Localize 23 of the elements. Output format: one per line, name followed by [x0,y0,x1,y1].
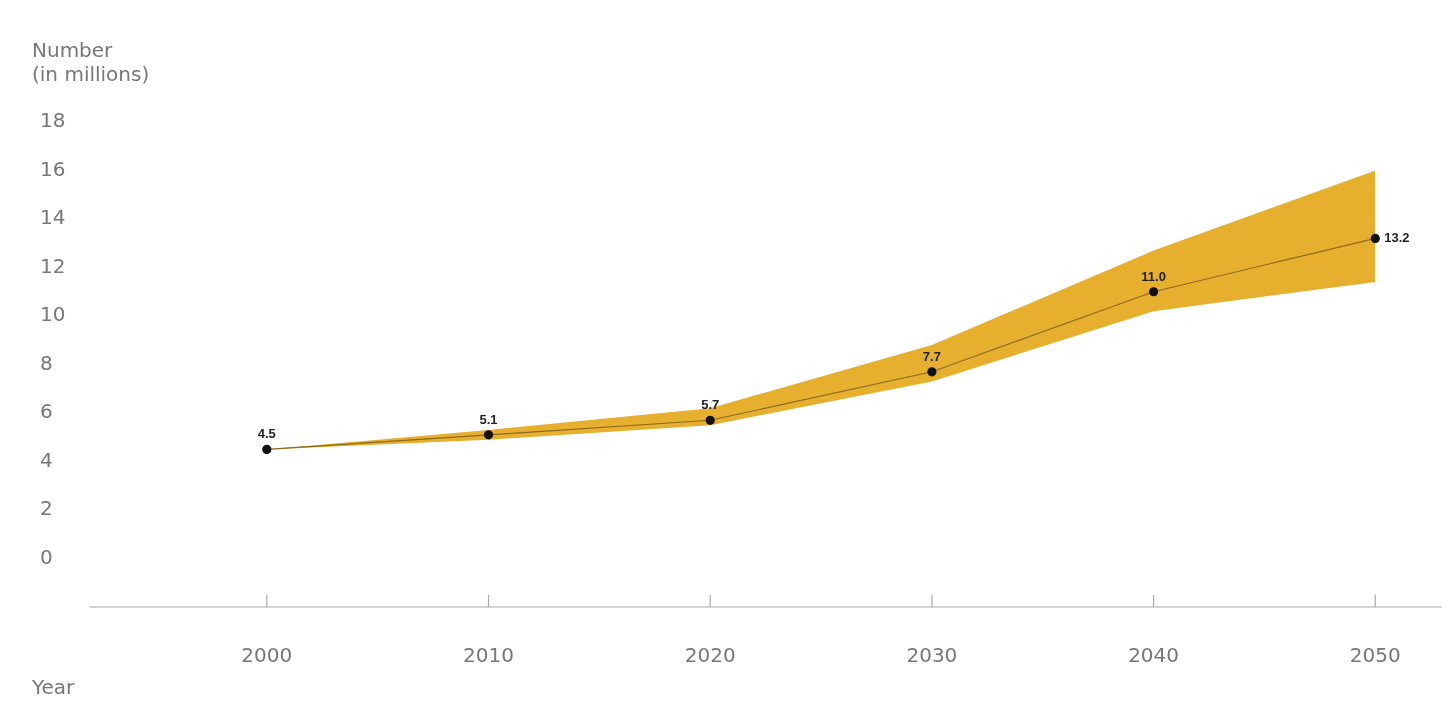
y-tick-label: 10 [40,302,66,327]
data-label: 13.2 [1384,229,1410,245]
data-label: 5.1 [479,411,498,427]
y-tick-label: 12 [40,253,66,278]
y-tick-label: 14 [40,205,66,230]
y-axis-title: Number (in millions) [32,38,150,86]
y-tick-label: 16 [40,156,66,181]
y-tick-label: 4 [40,447,53,472]
x-tick-label: 2020 [684,643,736,668]
y-tick-label: 6 [40,399,53,424]
y-tick-label: 8 [40,350,53,375]
data-label: 4.5 [257,426,276,442]
y-tick-label: 2 [40,496,53,521]
data-label: 7.7 [922,348,941,364]
x-tick-label: 2030 [906,643,958,668]
x-tick-label: 2010 [463,643,514,668]
x-tick-label: 2040 [1128,643,1180,668]
x-tick-label: 2000 [241,643,293,668]
x-tick-label: 2050 [1349,643,1401,668]
x-axis-title: Year [32,675,75,699]
y-tick-label: 18 [40,108,66,133]
data-label: 11.0 [1141,268,1166,284]
y-tick-label: 0 [40,544,53,569]
